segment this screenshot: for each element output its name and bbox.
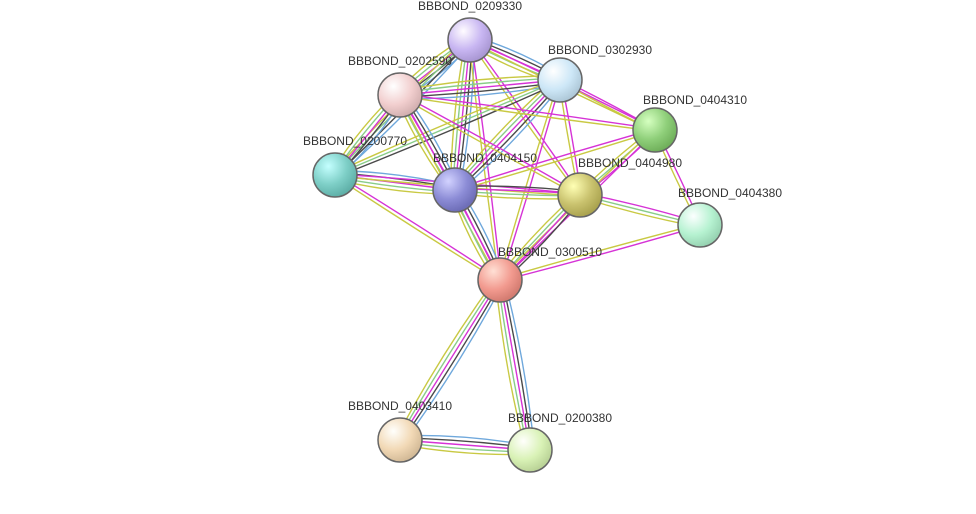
node-circle[interactable] — [433, 168, 477, 212]
edge-database — [398, 279, 498, 439]
node-label: BBBOND_0209330 — [418, 0, 522, 13]
node-label: BBBOND_0404310 — [643, 93, 747, 107]
node-circle[interactable] — [478, 258, 522, 302]
node-circle[interactable] — [313, 153, 357, 197]
node-circle[interactable] — [558, 173, 602, 217]
node-circle[interactable] — [448, 18, 492, 62]
node-circle[interactable] — [538, 58, 582, 102]
node-circle[interactable] — [378, 418, 422, 462]
node-BBBOND_0302930[interactable]: BBBOND_0302930 — [538, 43, 652, 102]
node-label: BBBOND_0200380 — [508, 411, 612, 425]
node-label: BBBOND_0202590 — [348, 54, 452, 68]
node-label: BBBOND_0200770 — [303, 134, 407, 148]
node-label: BBBOND_0404980 — [578, 156, 682, 170]
node-BBBOND_0404380[interactable]: BBBOND_0404380 — [678, 186, 782, 247]
node-label: BBBOND_0404150 — [433, 151, 537, 165]
node-BBBOND_0403410[interactable]: BBBOND_0403410 — [348, 399, 452, 462]
node-circle[interactable] — [678, 203, 722, 247]
node-circle[interactable] — [378, 73, 422, 117]
node-circle[interactable] — [633, 108, 677, 152]
node-BBBOND_0404310[interactable]: BBBOND_0404310 — [633, 93, 747, 152]
node-label: BBBOND_0404380 — [678, 186, 782, 200]
node-label: BBBOND_0403410 — [348, 399, 452, 413]
node-BBBOND_0200380[interactable]: BBBOND_0200380 — [508, 411, 612, 472]
node-BBBOND_0200770[interactable]: BBBOND_0200770 — [303, 134, 407, 197]
node-BBBOND_0300510[interactable]: BBBOND_0300510 — [478, 245, 602, 302]
edge-coexpression — [402, 281, 502, 441]
edge-experiments — [400, 280, 500, 440]
network-graph[interactable]: BBBOND_0209330 BBBOND_0302930 BBBOND_02025… — [0, 0, 976, 514]
node-BBBOND_0202590[interactable]: BBBOND_0202590 — [348, 54, 452, 117]
node-label: BBBOND_0302930 — [548, 43, 652, 57]
node-label: BBBOND_0300510 — [498, 245, 602, 259]
node-circle[interactable] — [508, 428, 552, 472]
